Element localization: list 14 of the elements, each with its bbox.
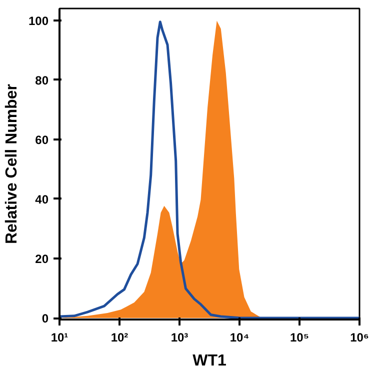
x-tick-label: 10⁴ [230,330,250,344]
y-axis-title: Relative Cell Number [3,84,20,244]
y-tick-label: 80 [35,73,49,88]
x-axis-title: WT1 [192,352,226,370]
y-tick-label: 40 [35,192,49,206]
x-tick-label: 10³ [170,330,188,344]
x-tick-label: 10⁶ [350,330,369,344]
y-tick-label: 60 [35,132,49,147]
x-tick-label: 10⁵ [290,330,309,344]
x-tick-label: 10¹ [50,330,68,344]
x-tick-label: 10² [110,330,128,344]
y-tick-label: 0 [42,312,49,326]
y-tick-label: 100 [28,14,49,28]
y-tick-label: 20 [35,252,49,266]
